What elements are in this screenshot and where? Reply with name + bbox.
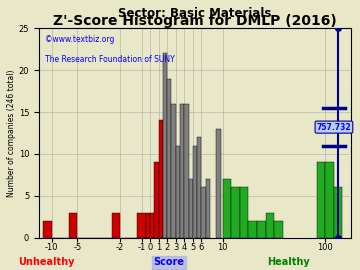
Bar xyxy=(325,162,334,238)
Bar xyxy=(274,221,283,238)
Y-axis label: Number of companies (246 total): Number of companies (246 total) xyxy=(7,69,16,197)
Bar xyxy=(317,162,325,238)
Bar xyxy=(248,221,257,238)
Bar xyxy=(184,104,189,238)
Bar xyxy=(154,162,159,238)
Bar xyxy=(223,179,231,238)
Bar xyxy=(197,137,201,238)
Bar xyxy=(206,179,210,238)
Text: The Research Foundation of SUNY: The Research Foundation of SUNY xyxy=(45,56,175,65)
Text: Healthy: Healthy xyxy=(267,257,309,267)
Bar xyxy=(189,179,193,238)
Bar xyxy=(112,212,120,238)
Bar xyxy=(150,212,154,238)
Bar xyxy=(171,104,176,238)
Bar xyxy=(334,187,342,238)
Text: Unhealthy: Unhealthy xyxy=(19,257,75,267)
Bar xyxy=(231,187,240,238)
Bar xyxy=(69,212,77,238)
Bar xyxy=(266,212,274,238)
Title: Z'-Score Histogram for DMLP (2016): Z'-Score Histogram for DMLP (2016) xyxy=(53,14,337,28)
Text: 757.732: 757.732 xyxy=(316,123,351,131)
Bar xyxy=(257,221,266,238)
Text: Sector: Basic Materials: Sector: Basic Materials xyxy=(118,7,272,20)
Bar xyxy=(240,187,248,238)
Bar xyxy=(137,212,146,238)
Bar xyxy=(193,146,197,238)
Bar xyxy=(163,53,167,238)
Text: ©www.textbiz.org: ©www.textbiz.org xyxy=(45,35,114,43)
Bar xyxy=(43,221,52,238)
Bar xyxy=(216,129,221,238)
Text: Score: Score xyxy=(154,257,185,267)
Bar xyxy=(201,187,206,238)
Bar xyxy=(176,146,180,238)
Bar xyxy=(180,104,184,238)
Bar xyxy=(146,212,150,238)
Bar xyxy=(167,79,171,238)
Bar xyxy=(159,120,163,238)
